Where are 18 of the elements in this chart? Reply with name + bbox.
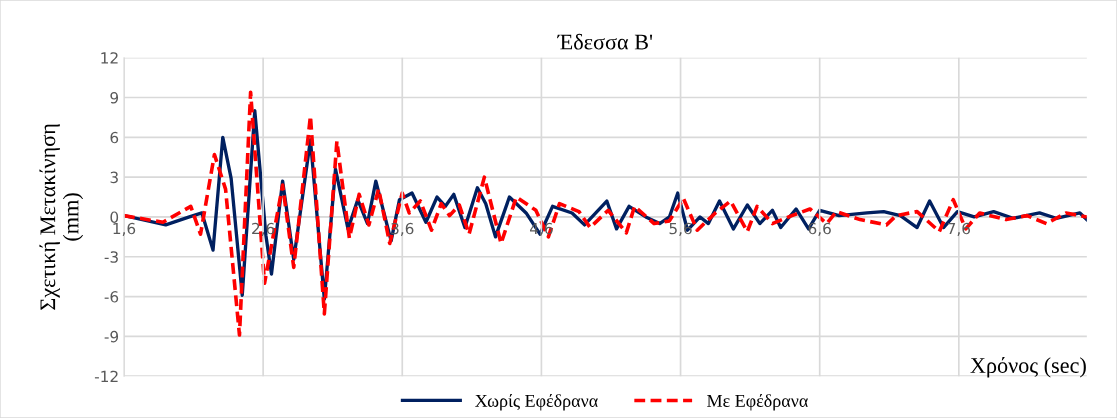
x-tick-label: 6,6 [808, 222, 831, 236]
x-tick-label: 5,6 [669, 222, 692, 236]
y-tick-label: 3 [110, 171, 118, 184]
x-axis-title: Χρόνος (sec) [970, 357, 1086, 378]
y-tick-label: -3 [104, 251, 118, 263]
legend-label: Με Εφέδρανα [707, 394, 808, 411]
y-tick-label: -6 [104, 291, 119, 303]
y-tick-label: 9 [110, 91, 119, 104]
y-axis-title: Σχετική Μετακίνηση (mm) [39, 124, 84, 310]
x-tick-label: 7,6 [947, 222, 971, 236]
legend-label: Χωρίς Εφέδρανα [475, 394, 598, 411]
y-tick-label: -9 [104, 330, 119, 343]
y-tick-label: 0 [110, 211, 119, 223]
chart-title: Έδεσσα Β' [557, 33, 653, 50]
y-tick-label: 12 [101, 52, 118, 64]
y-tick-label: -12 [94, 370, 118, 382]
y-tick-label: 6 [110, 131, 119, 144]
x-tick-label: 1,6 [113, 222, 136, 236]
